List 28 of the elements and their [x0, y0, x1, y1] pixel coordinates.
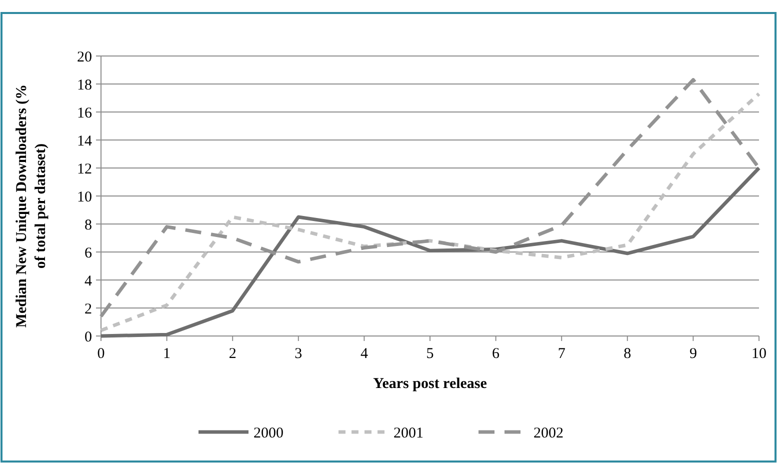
x-tick-label: 3 — [294, 346, 302, 362]
y-tick-label: 16 — [77, 105, 92, 122]
y-tick-label: 10 — [77, 189, 92, 206]
y-tick-label: 14 — [77, 133, 92, 150]
x-tick-label: 6 — [492, 346, 500, 362]
x-tick-label: 4 — [360, 346, 368, 362]
x-tick-label: 9 — [689, 346, 697, 362]
x-tick-label: 5 — [426, 346, 434, 362]
y-tick-label: 2 — [84, 301, 92, 318]
x-tick-label: 2 — [228, 346, 236, 362]
y-tick-label: 20 — [77, 49, 92, 66]
legend-label: 2002 — [534, 425, 564, 442]
x-axis-title: Years post release — [373, 376, 488, 392]
x-tick-label: 7 — [558, 346, 566, 362]
x-tick-label: 0 — [97, 346, 105, 362]
legend-label: 2000 — [254, 425, 284, 442]
y-tick-label: 12 — [77, 161, 92, 178]
x-tick-label: 10 — [752, 346, 766, 362]
line-series — [99, 166, 761, 338]
y-tick-label: 0 — [84, 329, 92, 346]
y-tick-label: 18 — [77, 77, 92, 94]
y-tick-label: 4 — [84, 273, 92, 290]
x-tick-label: 1 — [163, 346, 171, 362]
x-tick-label: 8 — [624, 346, 632, 362]
legend-label: 2001 — [394, 425, 424, 442]
y-tick-label: 8 — [84, 217, 92, 234]
y-axis-title: Median New Unique Downloaders (% of total per dataset) — [14, 84, 49, 328]
y-tick-label: 6 — [84, 245, 92, 262]
